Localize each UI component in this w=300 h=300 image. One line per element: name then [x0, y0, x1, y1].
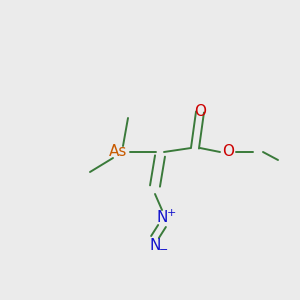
Text: N: N [149, 238, 161, 253]
Text: As: As [109, 145, 127, 160]
Text: O: O [222, 145, 234, 160]
Text: +: + [166, 208, 176, 218]
Text: O: O [194, 104, 206, 119]
Text: N: N [156, 211, 168, 226]
Text: −: − [159, 245, 169, 255]
